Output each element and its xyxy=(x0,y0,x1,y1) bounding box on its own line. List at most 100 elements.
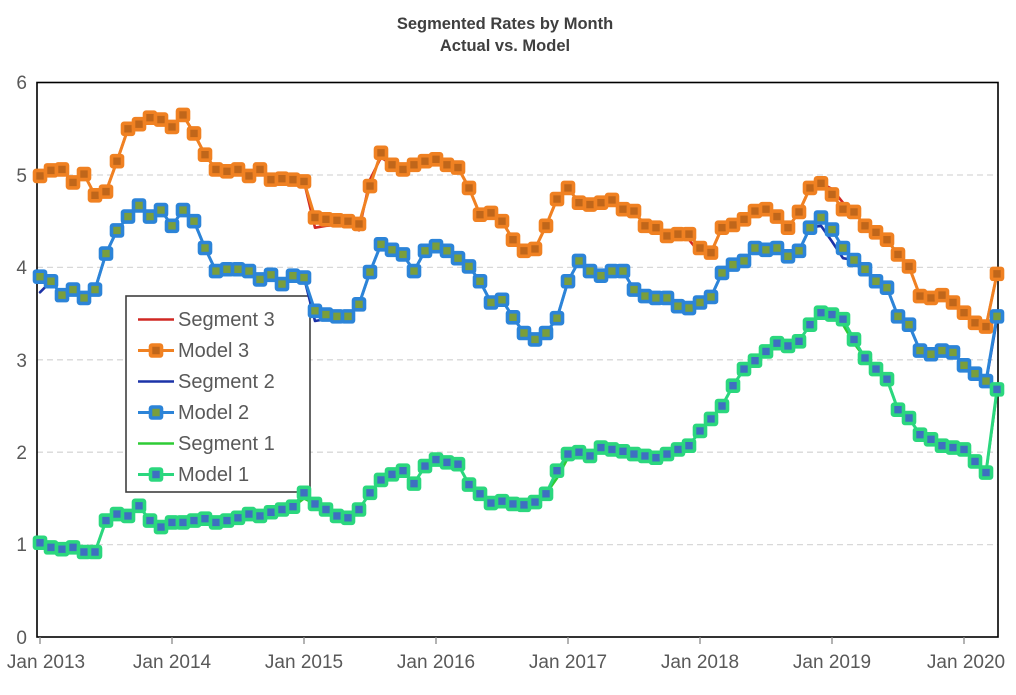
data-point-marker xyxy=(846,204,862,220)
data-point-marker xyxy=(538,325,554,341)
data-point-marker xyxy=(978,465,994,480)
series-line xyxy=(38,113,999,328)
data-point-marker xyxy=(571,253,587,269)
data-point-marker xyxy=(736,212,752,227)
data-point-marker xyxy=(824,187,840,202)
data-point-marker xyxy=(483,205,499,221)
data-point-marker xyxy=(43,273,59,289)
y-tick-label: 6 xyxy=(16,73,27,94)
y-tick-label: 5 xyxy=(16,166,27,187)
legend-label-model-3: Model 3 xyxy=(178,340,249,362)
legend-swatch-marker xyxy=(148,405,164,420)
data-point-marker xyxy=(252,162,268,177)
data-point-marker xyxy=(846,332,862,347)
data-point-marker xyxy=(901,410,917,426)
data-point-marker xyxy=(835,311,851,327)
data-point-marker xyxy=(956,358,972,373)
data-point-marker xyxy=(340,510,356,526)
data-point-marker xyxy=(296,270,312,285)
data-point-marker xyxy=(76,290,92,306)
data-point-marker xyxy=(527,494,543,510)
data-point-marker xyxy=(857,261,873,277)
data-point-marker xyxy=(956,305,972,320)
data-point-marker xyxy=(351,502,367,517)
data-point-marker xyxy=(373,145,389,161)
data-point-marker xyxy=(98,184,114,199)
data-point-marker xyxy=(978,373,994,389)
data-point-marker xyxy=(956,442,972,457)
plot-border xyxy=(36,81,999,638)
data-point-marker xyxy=(120,209,136,224)
data-point-marker xyxy=(362,264,378,280)
data-point-marker xyxy=(406,263,422,279)
chart-title: Segmented Rates by Month xyxy=(397,15,613,33)
data-point-marker xyxy=(890,247,906,262)
x-tick-label: Jan 2018 xyxy=(661,652,739,673)
data-point-marker xyxy=(98,246,114,261)
legend-swatch-marker xyxy=(148,467,164,482)
data-point-marker xyxy=(967,454,983,469)
data-point-marker xyxy=(175,202,191,218)
data-point-marker xyxy=(340,309,356,324)
y-tick-label: 3 xyxy=(16,351,27,372)
data-point-marker xyxy=(197,147,213,162)
data-point-marker xyxy=(87,544,103,560)
data-point-marker xyxy=(692,423,708,439)
data-point-marker xyxy=(725,378,741,393)
y-tick-label: 4 xyxy=(16,258,27,279)
legend-label-model-1: Model 1 xyxy=(178,464,249,486)
legend-label-segment-2: Segment 2 xyxy=(178,371,275,393)
y-tick-label: 2 xyxy=(16,443,27,464)
data-point-marker xyxy=(109,223,125,238)
data-point-marker xyxy=(802,317,818,332)
legend-box xyxy=(125,295,311,493)
data-point-marker xyxy=(901,259,917,274)
data-point-marker xyxy=(109,153,125,169)
x-tick-label: Jan 2020 xyxy=(927,652,1005,673)
data-point-marker xyxy=(527,241,543,257)
data-point-marker xyxy=(285,499,301,515)
data-point-marker xyxy=(505,309,521,325)
data-point-marker xyxy=(461,180,477,196)
data-point-marker xyxy=(989,382,1005,397)
data-point-marker xyxy=(582,448,598,464)
data-point-marker xyxy=(494,292,510,308)
x-tick-label: Jan 2019 xyxy=(793,652,871,673)
data-point-marker xyxy=(879,280,895,296)
data-point-marker xyxy=(901,317,917,332)
series-model-3 xyxy=(32,107,1005,334)
data-point-marker xyxy=(241,263,257,279)
x-axis-labels: Jan 2013 Jan 2014 Jan 2015 Jan 2016 Jan … xyxy=(7,652,1005,673)
data-point-marker xyxy=(989,266,1005,282)
data-point-marker xyxy=(890,309,906,324)
data-point-marker xyxy=(758,201,774,217)
data-point-marker xyxy=(65,175,81,190)
data-point-marker xyxy=(945,295,961,310)
data-point-marker xyxy=(846,252,862,268)
data-point-marker xyxy=(769,240,785,256)
data-point-marker xyxy=(978,319,994,334)
data-point-marker xyxy=(659,290,675,306)
legend: Segment 3 Model 3 Segment 2 Model 2 Segm… xyxy=(125,295,311,493)
data-point-marker xyxy=(945,345,961,360)
data-point-marker xyxy=(857,350,873,366)
data-point-marker xyxy=(362,485,378,501)
data-point-marker xyxy=(879,371,895,387)
series-model-2 xyxy=(32,198,1005,389)
data-point-marker xyxy=(967,366,983,381)
data-point-marker xyxy=(450,160,466,175)
data-point-marker xyxy=(351,216,367,232)
data-point-marker xyxy=(813,176,829,191)
data-point-marker xyxy=(175,107,191,123)
data-point-marker xyxy=(362,178,378,194)
x-tick-label: Jan 2013 xyxy=(7,652,85,673)
data-point-marker xyxy=(296,174,312,189)
data-point-marker xyxy=(472,273,488,289)
data-point-marker xyxy=(615,263,631,279)
data-point-marker xyxy=(681,226,697,242)
data-point-marker xyxy=(153,112,169,127)
data-point-marker xyxy=(131,498,147,514)
data-point-marker xyxy=(648,220,664,235)
legend-label-segment-3: Segment 3 xyxy=(178,309,275,331)
